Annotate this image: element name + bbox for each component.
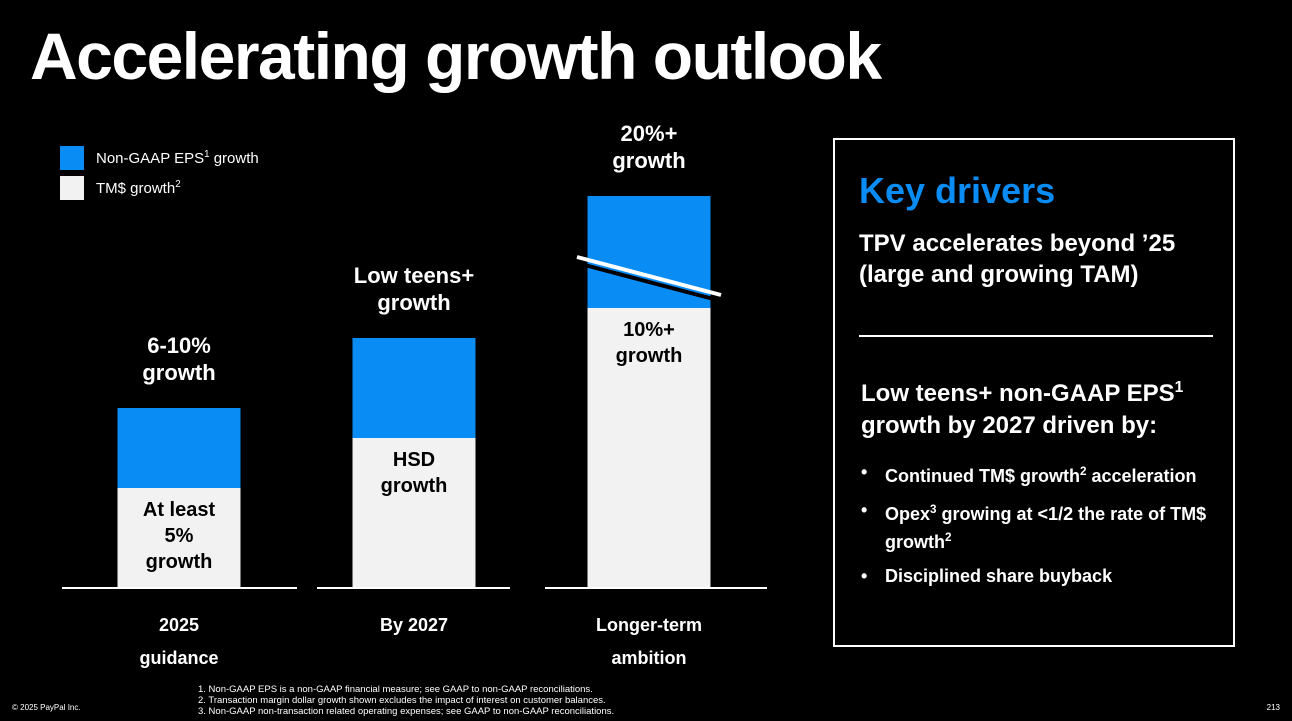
panel-title: Key drivers bbox=[859, 170, 1056, 211]
legend-swatch-eps bbox=[60, 146, 84, 170]
footnote: 1. Non-GAAP EPS is a non-GAAP financial … bbox=[198, 684, 593, 695]
category-label: Longer-term bbox=[596, 615, 702, 635]
bar-top-label: growth bbox=[142, 360, 215, 385]
bar-inner-label: growth bbox=[616, 345, 683, 367]
bar-top-label: growth bbox=[612, 148, 685, 173]
panel-divider bbox=[859, 335, 1213, 337]
driver-text: Opex bbox=[885, 504, 931, 524]
bar-segment-eps bbox=[587, 196, 711, 308]
driver-text-after: acceleration bbox=[1086, 466, 1197, 486]
driver-item: Continued TM$ growth2 acceleration bbox=[859, 460, 1209, 488]
legend-swatch-tm bbox=[60, 176, 84, 200]
legend-label-eps: Non-GAAP EPS bbox=[96, 150, 205, 167]
bar-inner-label: growth bbox=[381, 475, 448, 497]
driver-item: Opex3 growing at <1/2 the rate of TM$ gr… bbox=[859, 498, 1209, 554]
legend-label-tm: TM$ growth bbox=[96, 180, 176, 197]
axis-break-line bbox=[576, 255, 722, 297]
category-label: guidance bbox=[139, 648, 218, 668]
driver-text: Continued TM$ growth bbox=[885, 466, 1080, 486]
bar-inner-label: HSD bbox=[393, 449, 435, 471]
category-label: ambition bbox=[612, 648, 687, 668]
panel-heading-b: growth by 2027 driven by: bbox=[861, 412, 1158, 439]
bar-segment-tm bbox=[352, 438, 476, 588]
page-title: Accelerating growth outlook bbox=[30, 19, 882, 93]
driver-item: Disciplined share buyback bbox=[859, 564, 1209, 588]
key-drivers-panel: Key drivers TPV accelerates beyond ’25 (… bbox=[833, 138, 1235, 647]
bar-top-label: growth bbox=[377, 290, 450, 315]
bar-top-label: 20%+ bbox=[621, 121, 678, 146]
copyright: © 2025 PayPal Inc. bbox=[12, 703, 81, 712]
driver-sup: 2 bbox=[1079, 465, 1087, 478]
legend-sup-tm: 2 bbox=[175, 179, 181, 190]
drivers-list: Continued TM$ growth2 acceleration Opex3… bbox=[859, 460, 1209, 598]
bar-inner-label: 10%+ bbox=[623, 319, 675, 341]
panel-heading-sup: 1 bbox=[1174, 379, 1184, 396]
page-number: 213 bbox=[1266, 703, 1280, 712]
footnotes: 1. Non-GAAP EPS is a non-GAAP financial … bbox=[198, 684, 614, 717]
bar-top-label: 6-10% bbox=[147, 333, 211, 358]
bar-top-label: Low teens+ bbox=[354, 263, 474, 288]
legend-label-eps-after: growth bbox=[209, 150, 259, 167]
legend-sup-eps: 1 bbox=[204, 149, 210, 160]
bar-segment-eps bbox=[352, 338, 476, 438]
footnote: 3. Non-GAAP non-transaction related oper… bbox=[198, 706, 615, 717]
bar-inner-label: 5% bbox=[165, 525, 194, 547]
legend-item-tm: TM$ growth2 bbox=[60, 176, 259, 200]
category-label: 2025 bbox=[159, 615, 199, 635]
legend-item-eps: Non-GAAP EPS1 growth bbox=[60, 146, 259, 170]
footnote: 2. Transaction margin dollar growth show… bbox=[198, 695, 606, 706]
bar-segment-tm bbox=[587, 308, 711, 588]
bar-inner-label: growth bbox=[146, 551, 213, 573]
bar-segment-eps bbox=[117, 408, 241, 488]
category-label: By 2027 bbox=[380, 615, 448, 635]
panel-subtitle: TPV accelerates beyond ’25 (large and gr… bbox=[859, 230, 1176, 288]
driver-sup2: 2 bbox=[945, 531, 952, 544]
driver-text-after: growing at <1/2 the rate of TM$ growth bbox=[885, 504, 1207, 552]
driver-text: Disciplined share buyback bbox=[885, 566, 1113, 586]
bar-inner-label: At least bbox=[143, 499, 216, 521]
panel-heading: Low teens+ non-GAAP EPS1 growth by 2027 … bbox=[861, 372, 1221, 442]
panel-heading-a: Low teens+ non-GAAP EPS bbox=[861, 380, 1175, 407]
bar-segment-tm bbox=[117, 488, 241, 588]
chart-legend: Non-GAAP EPS1 growth TM$ growth2 bbox=[60, 146, 259, 206]
axis-break-line bbox=[576, 261, 722, 303]
driver-sup: 3 bbox=[930, 503, 937, 516]
